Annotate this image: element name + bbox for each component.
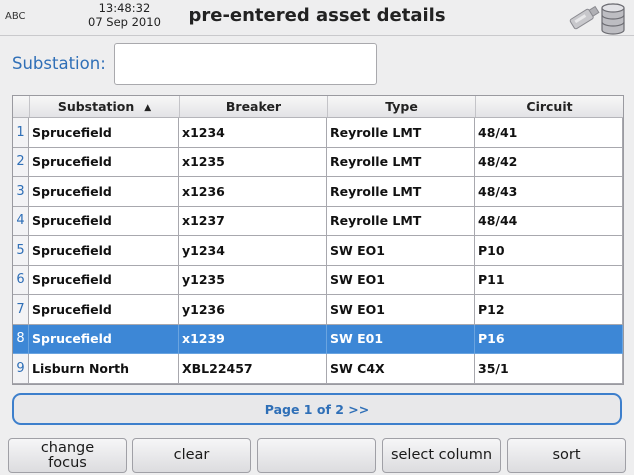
cell-substation: Sprucefield xyxy=(29,295,179,325)
column-header-label: Substation xyxy=(57,99,135,114)
cell-substation: Sprucefield xyxy=(29,265,179,295)
cell-type: SW EO1 xyxy=(327,236,475,266)
cell-substation: Sprucefield xyxy=(29,118,179,148)
cell-breaker: x1239 xyxy=(179,324,327,354)
cell-breaker: XBL22457 xyxy=(179,354,327,384)
row-number: 9 xyxy=(13,354,29,384)
table-row[interactable]: 7 Sprucefield y1236 SW EO1 P12 xyxy=(13,295,623,325)
row-number: 6 xyxy=(13,265,29,295)
cell-substation: Sprucefield xyxy=(29,147,179,177)
cell-breaker: y1234 xyxy=(179,236,327,266)
cell-substation: Lisburn North xyxy=(29,354,179,384)
cell-substation: Sprucefield xyxy=(29,177,179,207)
clock-date: 07 Sep 2010 xyxy=(88,15,161,29)
row-number: 3 xyxy=(13,177,29,207)
cell-type: Reyrolle LMT xyxy=(327,177,475,207)
header-divider xyxy=(0,35,634,36)
table-row[interactable]: 3 Sprucefield x1236 Reyrolle LMT 48/43 xyxy=(13,177,623,207)
cell-substation: Sprucefield xyxy=(29,324,179,354)
cell-breaker: y1235 xyxy=(179,265,327,295)
page-indicator: Page 1 of 2 >> xyxy=(264,401,370,417)
usb-drive-icon xyxy=(569,5,600,30)
cell-substation: Sprucefield xyxy=(29,236,179,266)
change-focus-button[interactable]: change focus xyxy=(8,438,127,473)
table-row[interactable]: 1 Sprucefield x1234 Reyrolle LMT 48/41 xyxy=(13,118,623,148)
cell-breaker: x1236 xyxy=(179,177,327,207)
row-number: 7 xyxy=(13,295,29,325)
cell-breaker: y1236 xyxy=(179,295,327,325)
cell-circuit: 48/42 xyxy=(475,147,623,177)
clock: 13:48:32 07 Sep 2010 xyxy=(88,1,161,29)
blank-button[interactable] xyxy=(257,438,376,473)
cell-type: SW EO1 xyxy=(327,295,475,325)
cell-breaker: x1234 xyxy=(179,118,327,148)
page-next-button[interactable]: Page 1 of 2 >> xyxy=(12,393,622,425)
table-row[interactable]: 2 Sprucefield x1235 Reyrolle LMT 48/42 xyxy=(13,147,623,177)
cell-circuit: P11 xyxy=(475,265,623,295)
select-column-button[interactable]: select column xyxy=(382,438,501,473)
row-number: 4 xyxy=(13,206,29,236)
change-focus-label-line2: focus xyxy=(48,454,87,471)
page-title: pre-entered asset details xyxy=(188,5,446,26)
sort-button[interactable]: sort xyxy=(507,438,626,473)
substation-label: Substation: xyxy=(12,54,106,73)
cell-circuit: P16 xyxy=(475,324,623,354)
cell-circuit: P12 xyxy=(475,295,623,325)
cell-circuit: 48/41 xyxy=(475,118,623,148)
cell-type: Reyrolle LMT xyxy=(327,206,475,236)
database-icon xyxy=(601,3,625,35)
change-focus-label-line1: change xyxy=(40,439,95,456)
cell-type: Reyrolle LMT xyxy=(327,118,475,148)
cell-breaker: x1235 xyxy=(179,147,327,177)
asset-table: Substation ▲ Breaker Type Circuit 1 Spruce… xyxy=(12,95,624,385)
cell-circuit: 48/43 xyxy=(475,177,623,207)
cell-breaker: x1237 xyxy=(179,206,327,236)
status-abc: ABC xyxy=(5,11,26,22)
column-header-breaker[interactable]: Breaker xyxy=(179,96,327,117)
header-index-corner xyxy=(13,96,29,117)
row-number: 2 xyxy=(13,147,29,177)
row-number: 8 xyxy=(13,324,29,354)
cell-type: SW C4X xyxy=(327,354,475,384)
table-row[interactable]: 8 Sprucefield x1239 SW E01 P16 xyxy=(13,324,623,354)
row-number: 1 xyxy=(13,118,29,148)
cell-circuit: 48/44 xyxy=(475,206,623,236)
table-row[interactable]: 6 Sprucefield y1235 SW EO1 P11 xyxy=(13,265,623,295)
cell-type: Reyrolle LMT xyxy=(327,147,475,177)
substation-input[interactable] xyxy=(114,43,377,85)
table-header: Substation ▲ Breaker Type Circuit xyxy=(13,96,623,118)
cell-circuit: 35/1 xyxy=(475,354,623,384)
table-row[interactable]: 9 Lisburn North XBL22457 SW C4X 35/1 xyxy=(13,354,623,384)
cell-circuit: P10 xyxy=(475,236,623,266)
cell-type: SW EO1 xyxy=(327,265,475,295)
sort-ascending-icon: ▲ xyxy=(144,103,152,113)
cell-type: SW E01 xyxy=(327,324,475,354)
column-header-substation[interactable]: Substation ▲ xyxy=(29,96,179,117)
row-number: 5 xyxy=(13,236,29,266)
clock-time: 13:48:32 xyxy=(98,1,151,15)
cell-substation: Sprucefield xyxy=(29,206,179,236)
column-header-type[interactable]: Type xyxy=(327,96,475,117)
table-row[interactable]: 5 Sprucefield y1234 SW EO1 P10 xyxy=(13,236,623,266)
table-row[interactable]: 4 Sprucefield x1237 Reyrolle LMT 48/44 xyxy=(13,206,623,236)
column-header-circuit[interactable]: Circuit xyxy=(475,96,623,117)
clear-button[interactable]: clear xyxy=(132,438,251,473)
